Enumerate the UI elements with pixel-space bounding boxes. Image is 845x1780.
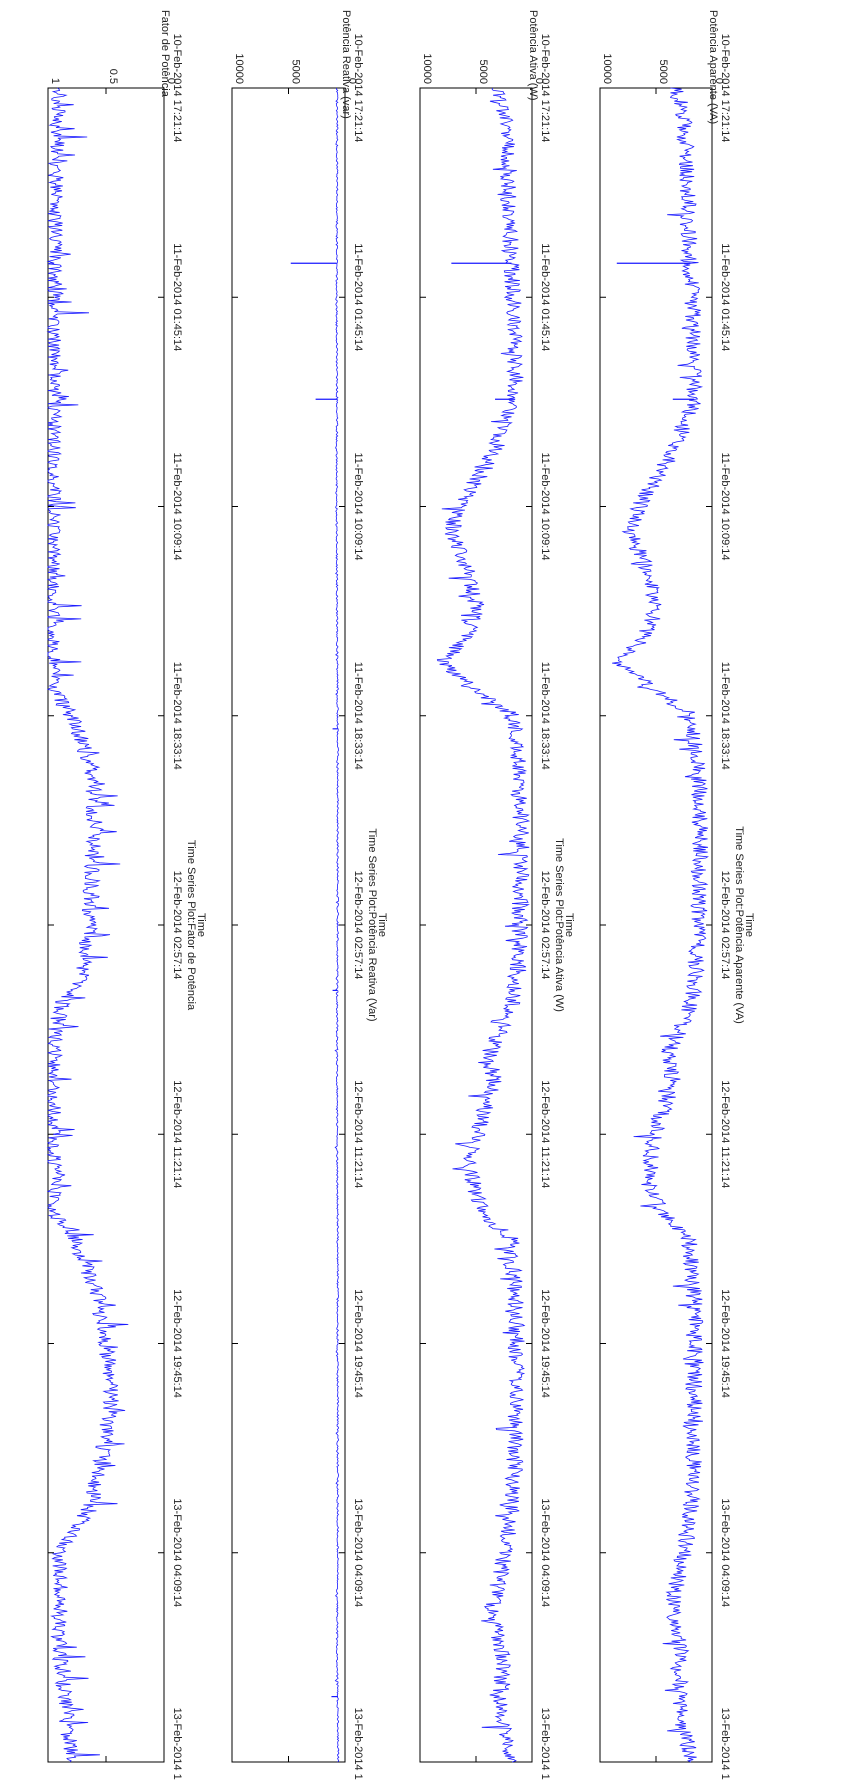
y-tick-label: 10000 xyxy=(601,53,613,84)
x-tick-label: 12-Feb-2014 02:57:14 xyxy=(352,871,364,980)
x-tick-label: 12-Feb-2014 19:45:14 xyxy=(352,1289,364,1398)
y-tick-label: 0 xyxy=(346,78,358,84)
x-tick-label: 13-Feb-2014 12:33:14 xyxy=(719,1708,731,1780)
y-axis-label: Potência Aparente (VA) xyxy=(707,10,719,124)
x-tick-label: 10-Feb-2014 17:21:14 xyxy=(171,34,183,143)
series-line xyxy=(334,87,340,1763)
x-tick-label: 11-Feb-2014 18:33:14 xyxy=(719,662,731,770)
x-tick-label: 11-Feb-2014 01:45:14 xyxy=(171,243,183,351)
x-tick-label: 11-Feb-2014 18:33:14 xyxy=(352,662,364,770)
chart-panel-1: 10-Feb-2014 17:21:14 11-Feb-2014 01:45:14… xyxy=(599,10,755,1780)
x-tick-label: 11-Feb-2014 01:45:14 xyxy=(719,243,731,351)
chart-panel-3: 10-Feb-2014 17:21:14 11-Feb-2014 01:45:14… xyxy=(231,10,388,1780)
x-tick-label: 13-Feb-2014 04:09:14 xyxy=(171,1498,183,1607)
y-tick-label: 5000 xyxy=(290,60,302,84)
x-tick-label: 12-Feb-2014 11:21:14 xyxy=(352,1080,364,1188)
y-tick-label: 0.5 xyxy=(107,69,119,84)
x-axis-label: Time xyxy=(563,913,575,937)
x-tick-label: 12-Feb-2014 02:57:14 xyxy=(171,871,183,980)
x-tick-label: 10-Feb-2014 17:21:14 xyxy=(539,34,551,143)
x-tick-label: 12-Feb-2014 19:45:14 xyxy=(171,1289,183,1398)
x-tick-label: 10-Feb-2014 17:21:14 xyxy=(352,34,364,143)
x-tick-label: 13-Feb-2014 04:09:14 xyxy=(719,1498,731,1607)
y-tick-label: 0 xyxy=(533,78,545,84)
x-tick-label: 12-Feb-2014 11:21:14 xyxy=(719,1080,731,1188)
series-line xyxy=(436,87,531,1763)
x-tick-label: 11-Feb-2014 01:45:14 xyxy=(539,243,551,351)
x-tick-label: 12-Feb-2014 02:57:14 xyxy=(719,871,731,980)
x-tick-label: 11-Feb-2014 18:33:14 xyxy=(171,662,183,770)
x-tick-label: 13-Feb-2014 12:33:14 xyxy=(539,1708,551,1780)
x-tick-label: 11-Feb-2014 10:09:14 xyxy=(719,452,731,560)
chart-title: Time Series Plot:Potência Reativa (Var) xyxy=(366,828,378,1021)
y-axis-label: Potência Ativa (W) xyxy=(527,10,539,100)
plot-frame xyxy=(47,87,165,1763)
chart-panel-2: 10-Feb-2014 17:21:14 11-Feb-2014 01:45:14… xyxy=(419,10,575,1780)
x-tick-label: 11-Feb-2014 18:33:14 xyxy=(539,662,551,770)
x-tick-label: 13-Feb-2014 04:09:14 xyxy=(539,1498,551,1607)
chart-title: Time Series Plot:Potência Ativa (W) xyxy=(553,838,565,1012)
y-tick-label: 5000 xyxy=(477,60,489,84)
x-tick-label: 11-Feb-2014 10:09:14 xyxy=(539,452,551,560)
x-tick-label: 12-Feb-2014 11:21:14 xyxy=(171,1080,183,1188)
series-line xyxy=(46,87,129,1763)
y-tick-label: 10000 xyxy=(421,53,433,84)
chart-title: Time Series Plot:Fator de Potência xyxy=(185,840,197,1011)
x-tick-label: 13-Feb-2014 12:33:14 xyxy=(171,1708,183,1780)
y-tick-label: 0 xyxy=(165,78,177,84)
x-tick-label: 11-Feb-2014 10:09:14 xyxy=(352,452,364,560)
chart-title: Time Series Plot:Potência Aparente (VA) xyxy=(733,826,745,1023)
chart-panel-4: 10-Feb-2014 17:21:14 11-Feb-2014 01:45:14… xyxy=(46,10,207,1780)
y-tick-label: 10000 xyxy=(233,53,245,84)
x-axis-label: Time xyxy=(376,913,388,937)
x-tick-label: 11-Feb-2014 10:09:14 xyxy=(171,452,183,560)
y-axis-label: Potência Reativa (var) xyxy=(340,10,352,119)
series-line xyxy=(612,87,709,1763)
x-tick-label: 13-Feb-2014 04:09:14 xyxy=(352,1498,364,1607)
x-tick-label: 13-Feb-2014 12:33:14 xyxy=(352,1708,364,1780)
y-tick-label: 1 xyxy=(49,78,61,84)
x-axis-label: Time xyxy=(743,913,755,937)
x-tick-label: 11-Feb-2014 01:45:14 xyxy=(352,243,364,351)
y-axis-label: Fator de Potência xyxy=(159,10,171,98)
x-tick-label: 12-Feb-2014 19:45:14 xyxy=(539,1289,551,1398)
x-tick-label: 12-Feb-2014 11:21:14 xyxy=(539,1080,551,1188)
plot-frame xyxy=(231,87,346,1763)
x-tick-label: 12-Feb-2014 19:45:14 xyxy=(719,1289,731,1398)
y-tick-label: 0 xyxy=(713,78,725,84)
x-axis-label: Time xyxy=(195,913,207,937)
x-tick-label: 12-Feb-2014 02:57:14 xyxy=(539,871,551,980)
y-tick-label: 5000 xyxy=(657,60,669,84)
x-tick-label: 10-Feb-2014 17:21:14 xyxy=(719,34,731,143)
